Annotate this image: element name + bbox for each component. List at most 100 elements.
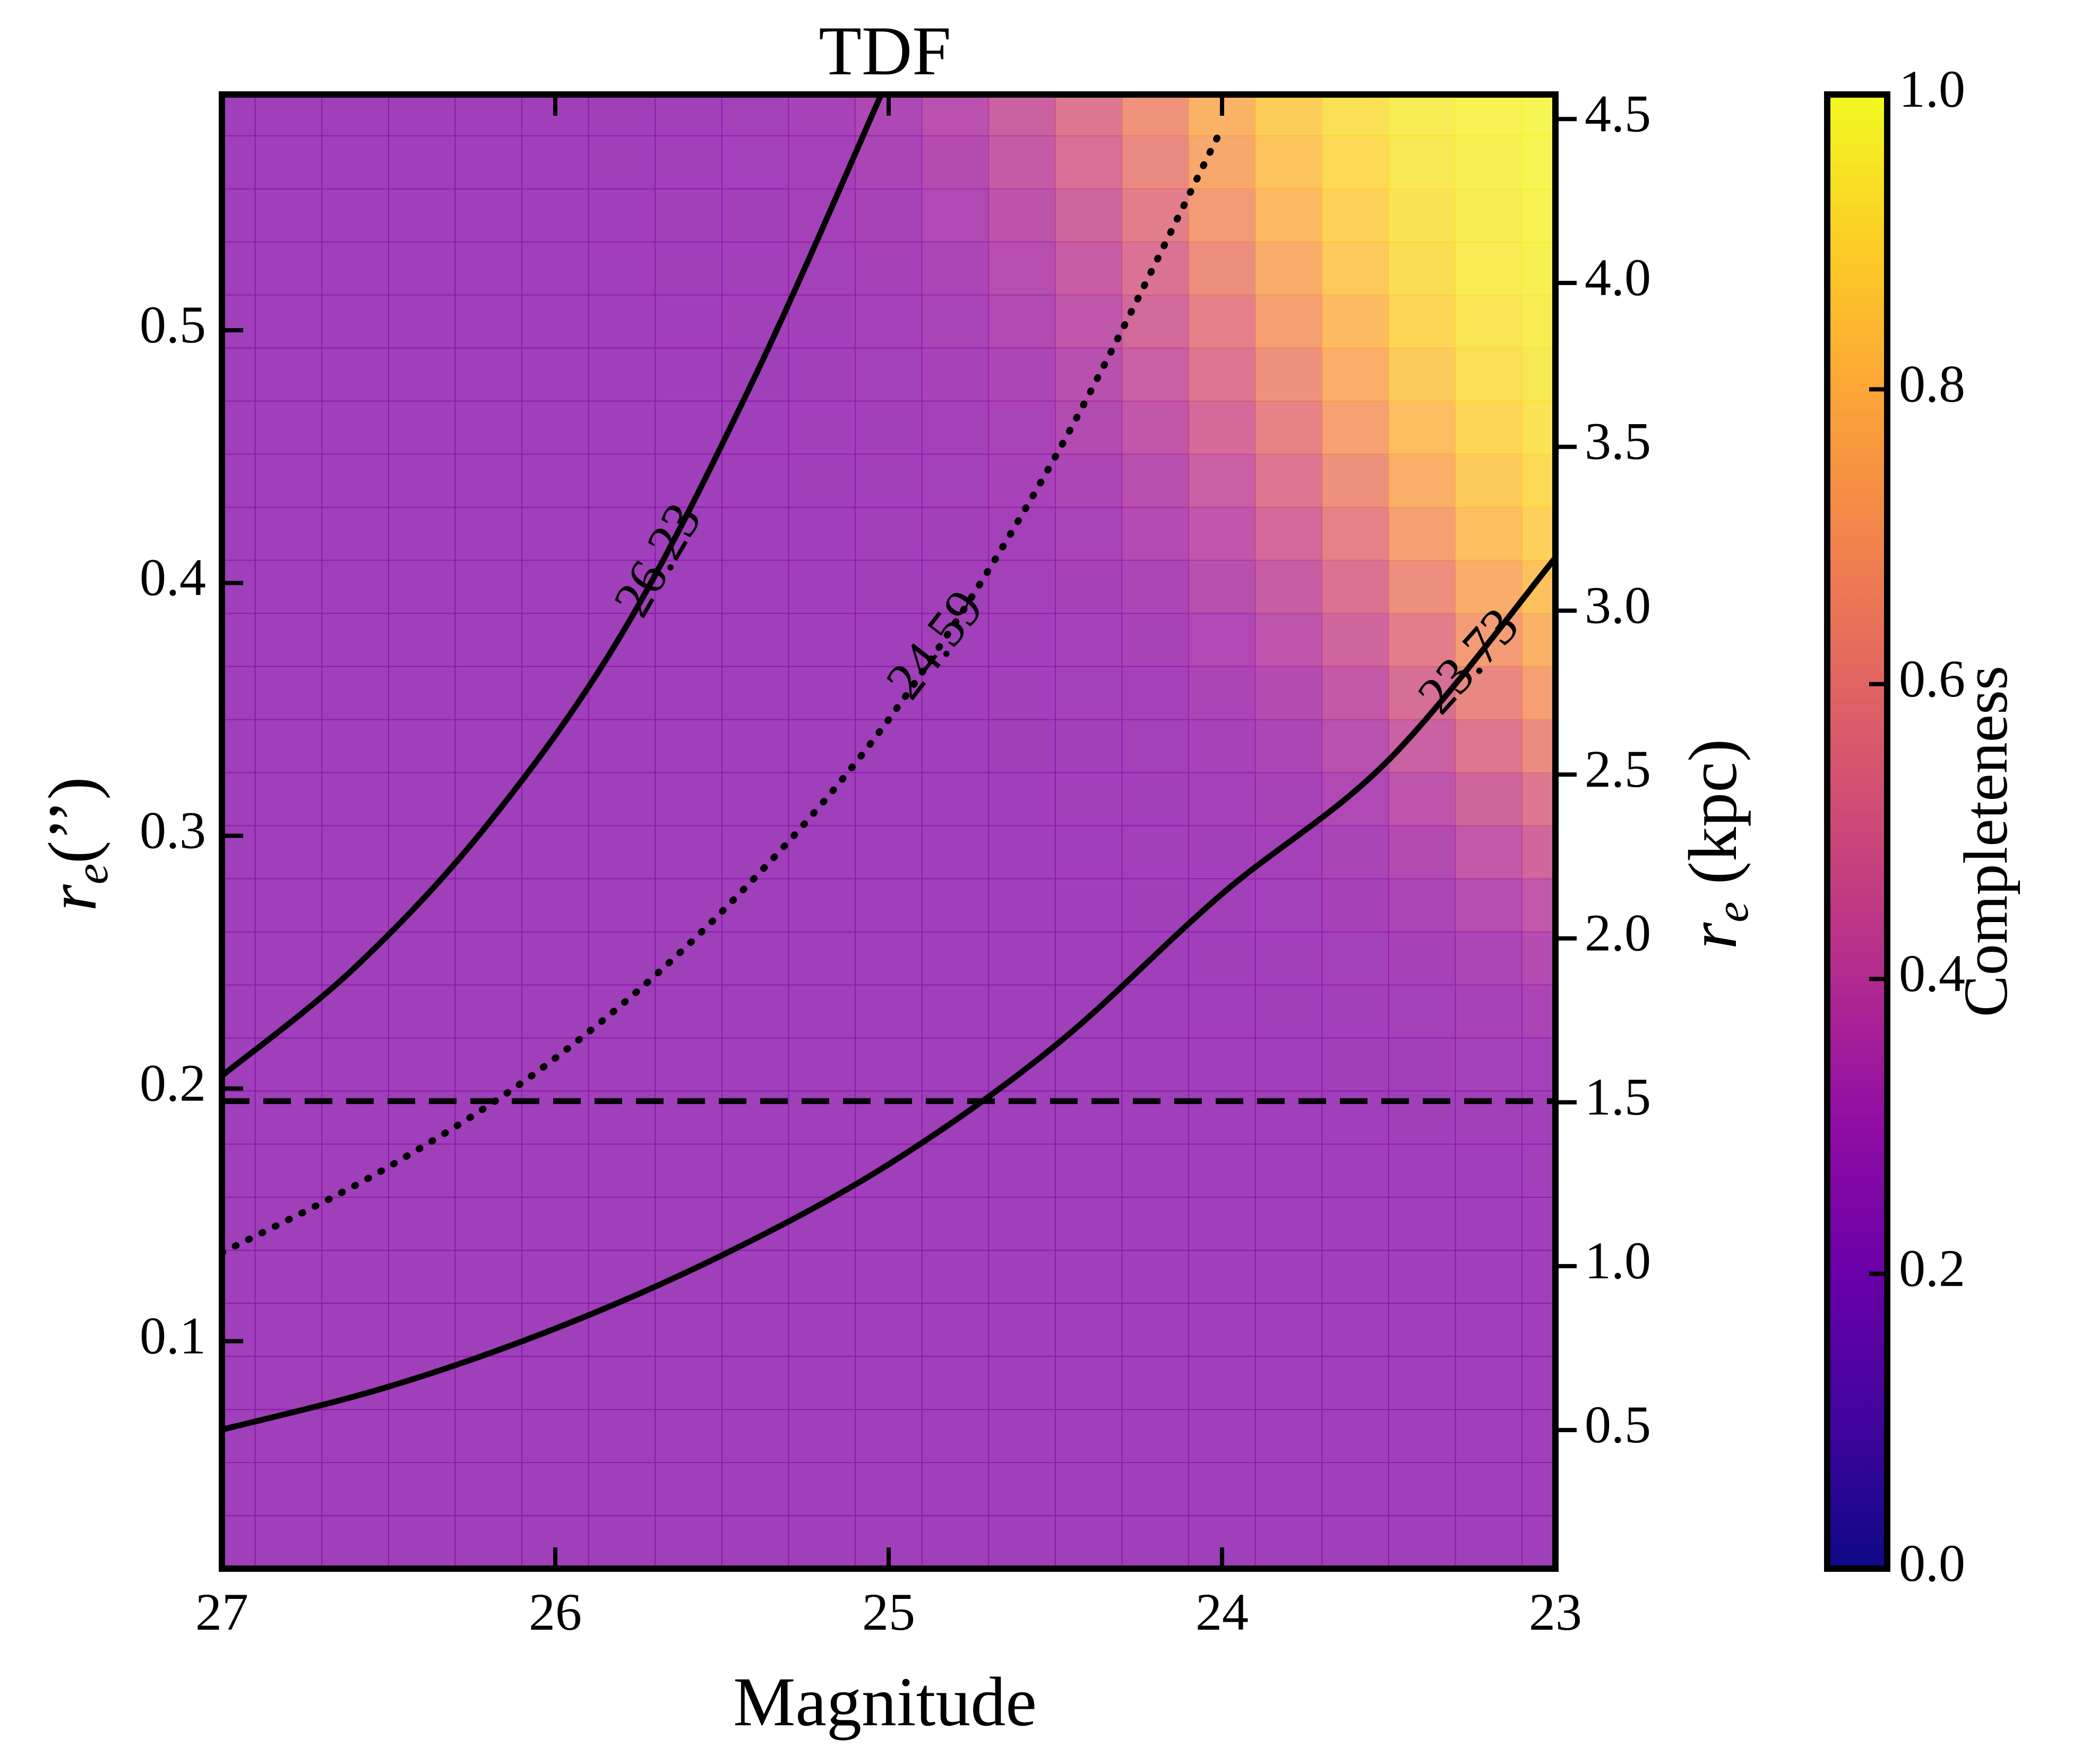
heatmap-cell <box>588 135 656 190</box>
heatmap-cell <box>521 772 589 827</box>
heatmap-cell <box>1388 1250 1456 1304</box>
colorbar-label: Completeness <box>1951 666 2020 1017</box>
heatmap-cell <box>855 560 923 614</box>
heatmap-cell <box>321 506 390 561</box>
heatmap-cell <box>721 1462 789 1516</box>
heatmap-cell <box>454 294 523 349</box>
heatmap-cell <box>1254 613 1323 667</box>
heatmap-cell <box>655 1143 723 1198</box>
heatmap-cell <box>1455 1515 1523 1569</box>
heatmap-cell <box>855 453 923 508</box>
heatmap-cell <box>988 1462 1056 1516</box>
heatmap-cell <box>1055 1515 1123 1569</box>
heatmap-cell <box>321 931 390 986</box>
heatmap-cell <box>254 1462 323 1516</box>
heatmap-cell <box>1254 506 1323 561</box>
heatmap-cell <box>921 135 990 190</box>
heatmap-cell <box>721 613 789 667</box>
heatmap-cell <box>321 1037 390 1092</box>
heatmap-cell <box>388 1037 456 1092</box>
heatmap-cell <box>388 613 456 667</box>
heatmap-cell <box>1188 506 1256 561</box>
heatmap-cell <box>655 1197 723 1251</box>
heatmap-cell <box>1455 506 1523 561</box>
heatmap-cell <box>1188 613 1256 667</box>
svg-text:re (kpc): re (kpc) <box>1675 739 1758 949</box>
heatmap-cell <box>454 453 523 508</box>
heatmap-cell <box>254 931 323 986</box>
heatmap-cell <box>1321 1143 1389 1198</box>
heatmap-cell <box>1121 613 1190 667</box>
heatmap-cell <box>1521 613 1556 667</box>
heatmap-cell <box>321 825 390 880</box>
heatmap-cell <box>1388 1515 1456 1569</box>
heatmap-cell <box>1521 94 1556 136</box>
heatmap-cell <box>655 825 723 880</box>
heatmap-cell <box>921 1515 990 1569</box>
heatmap-cell <box>1254 1197 1323 1251</box>
heatmap-cell <box>1388 984 1456 1039</box>
heatmap-cell <box>454 1303 523 1357</box>
heatmap-cell <box>221 1356 256 1410</box>
heatmap-cell <box>1455 94 1523 136</box>
heatmap-cell <box>521 1409 589 1464</box>
heatmap-cell <box>721 1037 789 1092</box>
heatmap-cell <box>788 666 856 720</box>
colorbar-tick-label: 0.4 <box>1899 944 1965 1003</box>
heatmap-cell <box>1321 1515 1389 1569</box>
heatmap-cell <box>1121 1303 1190 1357</box>
heatmap-cell <box>388 1303 456 1357</box>
heatmap-cell <box>1521 1197 1556 1251</box>
heatmap-cell <box>1321 453 1389 508</box>
heatmap-cell <box>521 560 589 614</box>
heatmap-cell <box>721 1250 789 1304</box>
heatmap-cell <box>1455 188 1523 243</box>
heatmap-cell <box>454 241 523 296</box>
heatmap-cell <box>1521 1462 1556 1516</box>
colorbar-tick-label: 0.0 <box>1899 1534 1965 1593</box>
heatmap-cell <box>588 772 656 827</box>
heatmap-cell <box>254 772 323 827</box>
heatmap-cell <box>1055 506 1123 561</box>
heatmap-cell <box>221 188 256 243</box>
heatmap-cell <box>655 1037 723 1092</box>
heatmap-cell <box>788 506 856 561</box>
heatmap-cell <box>1455 294 1523 349</box>
heatmap-cell <box>1188 1037 1256 1092</box>
heatmap-cell <box>1055 241 1123 296</box>
heatmap-cell <box>1188 772 1256 827</box>
heatmap-cell <box>1254 1356 1323 1410</box>
heatmap-cell <box>1388 506 1456 561</box>
heatmap-cell <box>588 347 656 402</box>
heatmap-cell <box>521 878 589 933</box>
heatmap-cell <box>1254 1409 1323 1464</box>
heatmap-cell <box>254 719 323 773</box>
heatmap-cell <box>588 506 656 561</box>
heatmap-cell <box>1521 453 1556 508</box>
heatmap-cell <box>1388 560 1456 614</box>
heatmap-cell <box>1121 984 1190 1039</box>
heatmap-cell <box>454 1037 523 1092</box>
heatmap-cell <box>721 453 789 508</box>
heatmap-cell <box>1121 94 1190 136</box>
heatmap-cell <box>454 878 523 933</box>
heatmap-cell <box>521 1462 589 1516</box>
heatmap-cell <box>1254 931 1323 986</box>
heatmap-cell <box>1388 931 1456 986</box>
y-right-tick-label: 1.0 <box>1585 1231 1651 1290</box>
y-right-tick-label: 0.5 <box>1585 1395 1651 1454</box>
heatmap-cell <box>1254 188 1323 243</box>
heatmap-cell <box>921 878 990 933</box>
heatmap-cell <box>588 984 656 1039</box>
heatmap-cell <box>1521 772 1556 827</box>
heatmap-cell <box>454 1143 523 1198</box>
heatmap-cell <box>1121 1143 1190 1198</box>
heatmap-cell <box>1055 825 1123 880</box>
heatmap-cell <box>988 1356 1056 1410</box>
heatmap-cell <box>655 613 723 667</box>
y-right-tick-label: 1.5 <box>1585 1067 1651 1126</box>
heatmap-cell <box>655 1515 723 1569</box>
heatmap-cell <box>454 1462 523 1516</box>
heatmap-cell <box>855 878 923 933</box>
heatmap-cell <box>221 825 256 880</box>
